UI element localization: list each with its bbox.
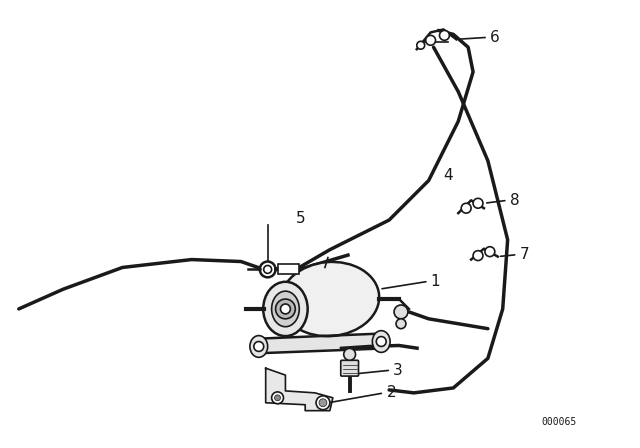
Circle shape (394, 305, 408, 319)
Circle shape (280, 304, 291, 314)
Ellipse shape (280, 262, 379, 336)
Text: 3: 3 (393, 363, 403, 378)
Circle shape (473, 198, 483, 208)
Circle shape (473, 251, 483, 261)
Text: 5: 5 (296, 211, 305, 226)
Circle shape (344, 349, 356, 360)
Ellipse shape (263, 282, 308, 336)
Circle shape (275, 395, 280, 401)
Circle shape (426, 35, 436, 45)
Circle shape (485, 247, 495, 257)
Ellipse shape (250, 336, 268, 358)
Circle shape (461, 203, 471, 213)
Circle shape (376, 336, 386, 346)
Circle shape (316, 396, 330, 409)
FancyBboxPatch shape (340, 360, 358, 376)
Ellipse shape (271, 291, 300, 327)
Text: 1: 1 (431, 274, 440, 289)
Circle shape (396, 319, 406, 329)
Text: 4: 4 (444, 168, 453, 183)
Circle shape (319, 399, 327, 407)
Polygon shape (256, 334, 384, 353)
Text: 6: 6 (490, 30, 500, 45)
Circle shape (417, 41, 425, 49)
Text: 7: 7 (520, 247, 529, 262)
Circle shape (276, 299, 295, 319)
Circle shape (271, 392, 284, 404)
Circle shape (440, 30, 449, 40)
Ellipse shape (372, 331, 390, 353)
Text: 8: 8 (509, 193, 519, 208)
Polygon shape (266, 368, 333, 411)
FancyBboxPatch shape (278, 264, 300, 274)
Text: 000065: 000065 (541, 418, 577, 427)
Text: 2: 2 (387, 385, 397, 401)
Circle shape (260, 262, 276, 277)
Circle shape (254, 341, 264, 351)
